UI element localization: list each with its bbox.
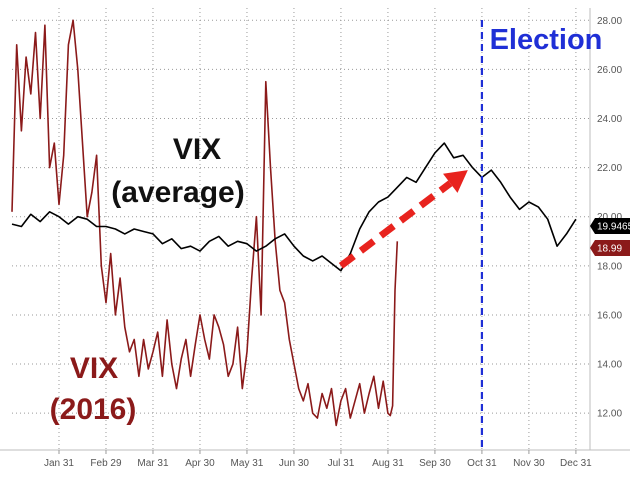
- x-tick-label: Aug 31: [372, 458, 404, 469]
- x-tick-label: Oct 31: [467, 458, 497, 469]
- last-value-tag-average: 19.9465: [590, 218, 630, 234]
- x-tick-label: Jun 30: [279, 458, 309, 469]
- last-value-box: [590, 240, 630, 256]
- x-tick-label: May 31: [231, 458, 264, 469]
- chart-grid: [0, 8, 630, 454]
- arrow-shaft: [338, 180, 453, 269]
- last-value-box: [590, 218, 630, 234]
- arrow-head: [443, 170, 468, 193]
- y-tick-label: 14.00: [597, 360, 622, 371]
- y-tick-label: 22.00: [597, 163, 622, 174]
- series-line-vix-2016: [11, 19, 399, 427]
- last-value-text: 18.99: [597, 244, 622, 255]
- x-tick-label: Nov 30: [513, 458, 545, 469]
- x-tick-label: Dec 31: [560, 458, 592, 469]
- y-tick-label: 20.00: [597, 212, 622, 223]
- y-tick-label: 18.00: [597, 261, 622, 272]
- last-value-tag-2016: 18.99: [590, 240, 630, 256]
- trend-arrow: [338, 170, 468, 269]
- avg-label-line2: (average): [111, 176, 244, 209]
- y-axis: 12.00 14.00 16.00 18.00 20.00 22.00 24.00 26.00…: [597, 16, 622, 420]
- vix-2016-label-line1: VIX: [70, 352, 118, 385]
- last-value-tags: 19.9465 18.99: [590, 218, 630, 256]
- x-tick-label: Mar 31: [137, 458, 169, 469]
- x-tick-label: Apr 30: [185, 458, 215, 469]
- x-tick-label: Jan 31: [44, 458, 74, 469]
- y-tick-label: 26.00: [597, 65, 622, 76]
- x-axis: Jan 31 Feb 29 Mar 31 Apr 30 May 31 Jun 30 Jul …: [44, 458, 592, 469]
- vix-2016-label-line2: (2016): [50, 393, 137, 426]
- avg-label-line1: VIX: [173, 133, 221, 166]
- x-tick-label: Jul 31: [328, 458, 355, 469]
- y-tick-label: 28.00: [597, 16, 622, 27]
- y-tick-label: 12.00: [597, 409, 622, 420]
- y-tick-label: 16.00: [597, 310, 622, 321]
- y-tick-label: 24.00: [597, 114, 622, 125]
- x-tick-label: Feb 29: [90, 458, 122, 469]
- election-label: Election: [490, 24, 603, 56]
- x-tick-label: Sep 30: [419, 458, 451, 469]
- last-value-text: 19.9465: [597, 222, 630, 233]
